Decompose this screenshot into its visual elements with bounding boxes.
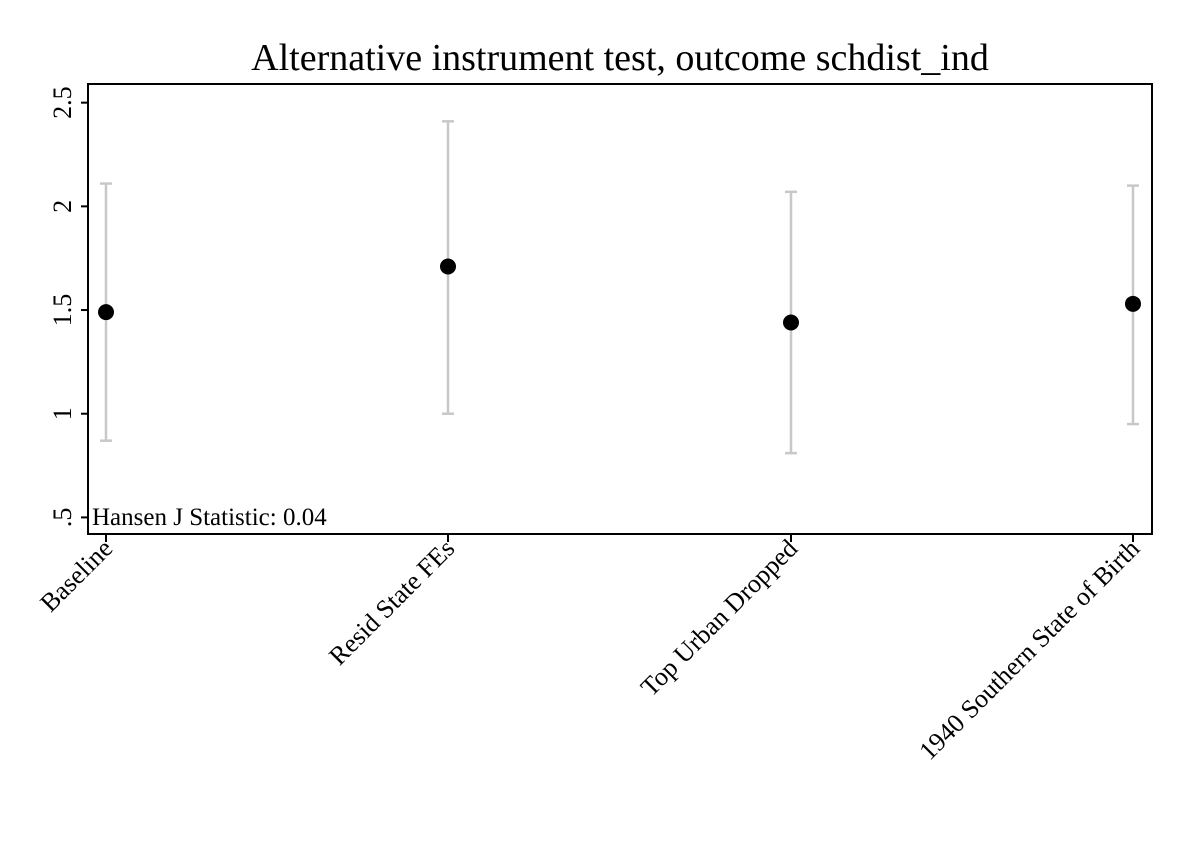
annotation-hansen-j: Hansen J Statistic: 0.04 <box>92 504 327 531</box>
x-tick-label: Resid State FEs <box>323 534 460 671</box>
data-point <box>1125 295 1141 312</box>
y-tick-label: 1 <box>48 407 77 420</box>
chart-title: Alternative instrument test, outcome sch… <box>251 37 989 79</box>
data-point <box>98 304 114 321</box>
plot-frame <box>87 83 1153 535</box>
x-tick-label: Top Urban Dropped <box>635 534 803 702</box>
y-tick-label: .5 <box>48 508 77 528</box>
plot-area: .5 1 1.5 2 2.5 Baseline Resid State FEs Top Urb… <box>34 83 1153 766</box>
y-tick-label: 2 <box>48 200 77 213</box>
x-tick-label: 1940 Southern State of Birth <box>913 534 1145 766</box>
x-tick-label: Baseline <box>34 534 118 618</box>
y-tick-label: 1.5 <box>48 294 77 327</box>
data-point <box>440 258 456 275</box>
data-point <box>783 314 799 331</box>
y-tick-label: 2.5 <box>48 86 77 119</box>
